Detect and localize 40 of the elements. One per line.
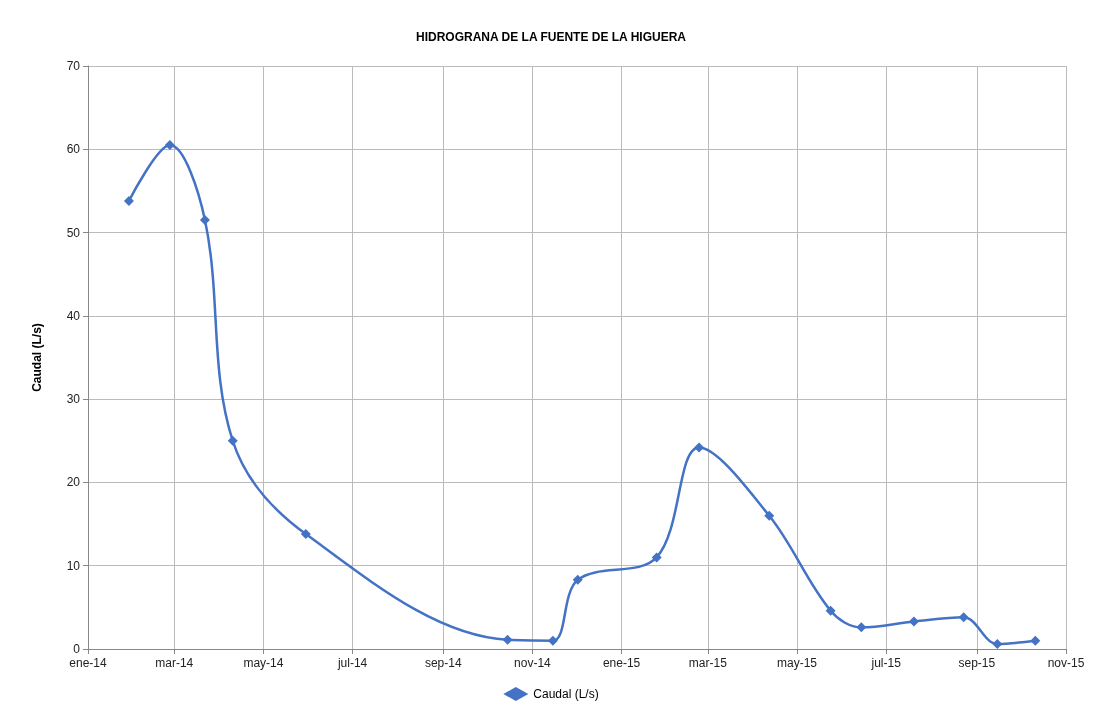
y-tick-label: 50 — [66, 225, 81, 240]
point — [502, 634, 513, 645]
x-tick-label: may-14 — [243, 656, 284, 670]
point — [694, 442, 705, 453]
chart-title: HIDROGRANA DE LA FUENTE DE LA HIGUERA — [416, 30, 687, 44]
legend-label: Caudal (L/s) — [533, 687, 599, 701]
point — [908, 616, 919, 627]
x-tick-label: nov-14 — [514, 656, 552, 670]
y-tick-label: 10 — [66, 558, 81, 573]
x-tick-label: mar-15 — [688, 656, 728, 670]
point — [764, 510, 775, 521]
point — [300, 529, 311, 540]
x-tick-label: sep-14 — [424, 656, 462, 670]
x-tick-label: nov-15 — [1047, 656, 1085, 670]
point — [123, 195, 134, 206]
x-tick-label: may-15 — [777, 656, 818, 670]
x-tick-label: ene-14 — [69, 656, 107, 670]
x-tick-label: ene-15 — [602, 656, 641, 670]
point — [992, 639, 1003, 649]
y-tick-label: 60 — [66, 142, 81, 157]
point — [227, 435, 238, 446]
point — [651, 552, 662, 563]
y-tick-label: 40 — [66, 308, 81, 323]
x-tick-label: jul-15 — [870, 656, 902, 670]
point — [199, 215, 210, 226]
point — [856, 622, 867, 633]
y-tick-label: 30 — [66, 392, 81, 407]
point — [547, 635, 558, 646]
y-tick-label: 70 — [66, 59, 81, 73]
point — [1030, 635, 1041, 646]
y-axis-title: Caudal (L/s) — [30, 323, 44, 392]
point — [958, 612, 969, 623]
point — [825, 605, 836, 616]
x-tick-label: sep-15 — [958, 656, 996, 670]
point — [572, 574, 583, 585]
y-tick-label: 0 — [73, 642, 81, 656]
x-tick-label: mar-14 — [155, 656, 194, 670]
y-tick-label: 20 — [66, 475, 81, 490]
x-tick-label: jul-14 — [336, 656, 368, 670]
point — [164, 140, 175, 151]
